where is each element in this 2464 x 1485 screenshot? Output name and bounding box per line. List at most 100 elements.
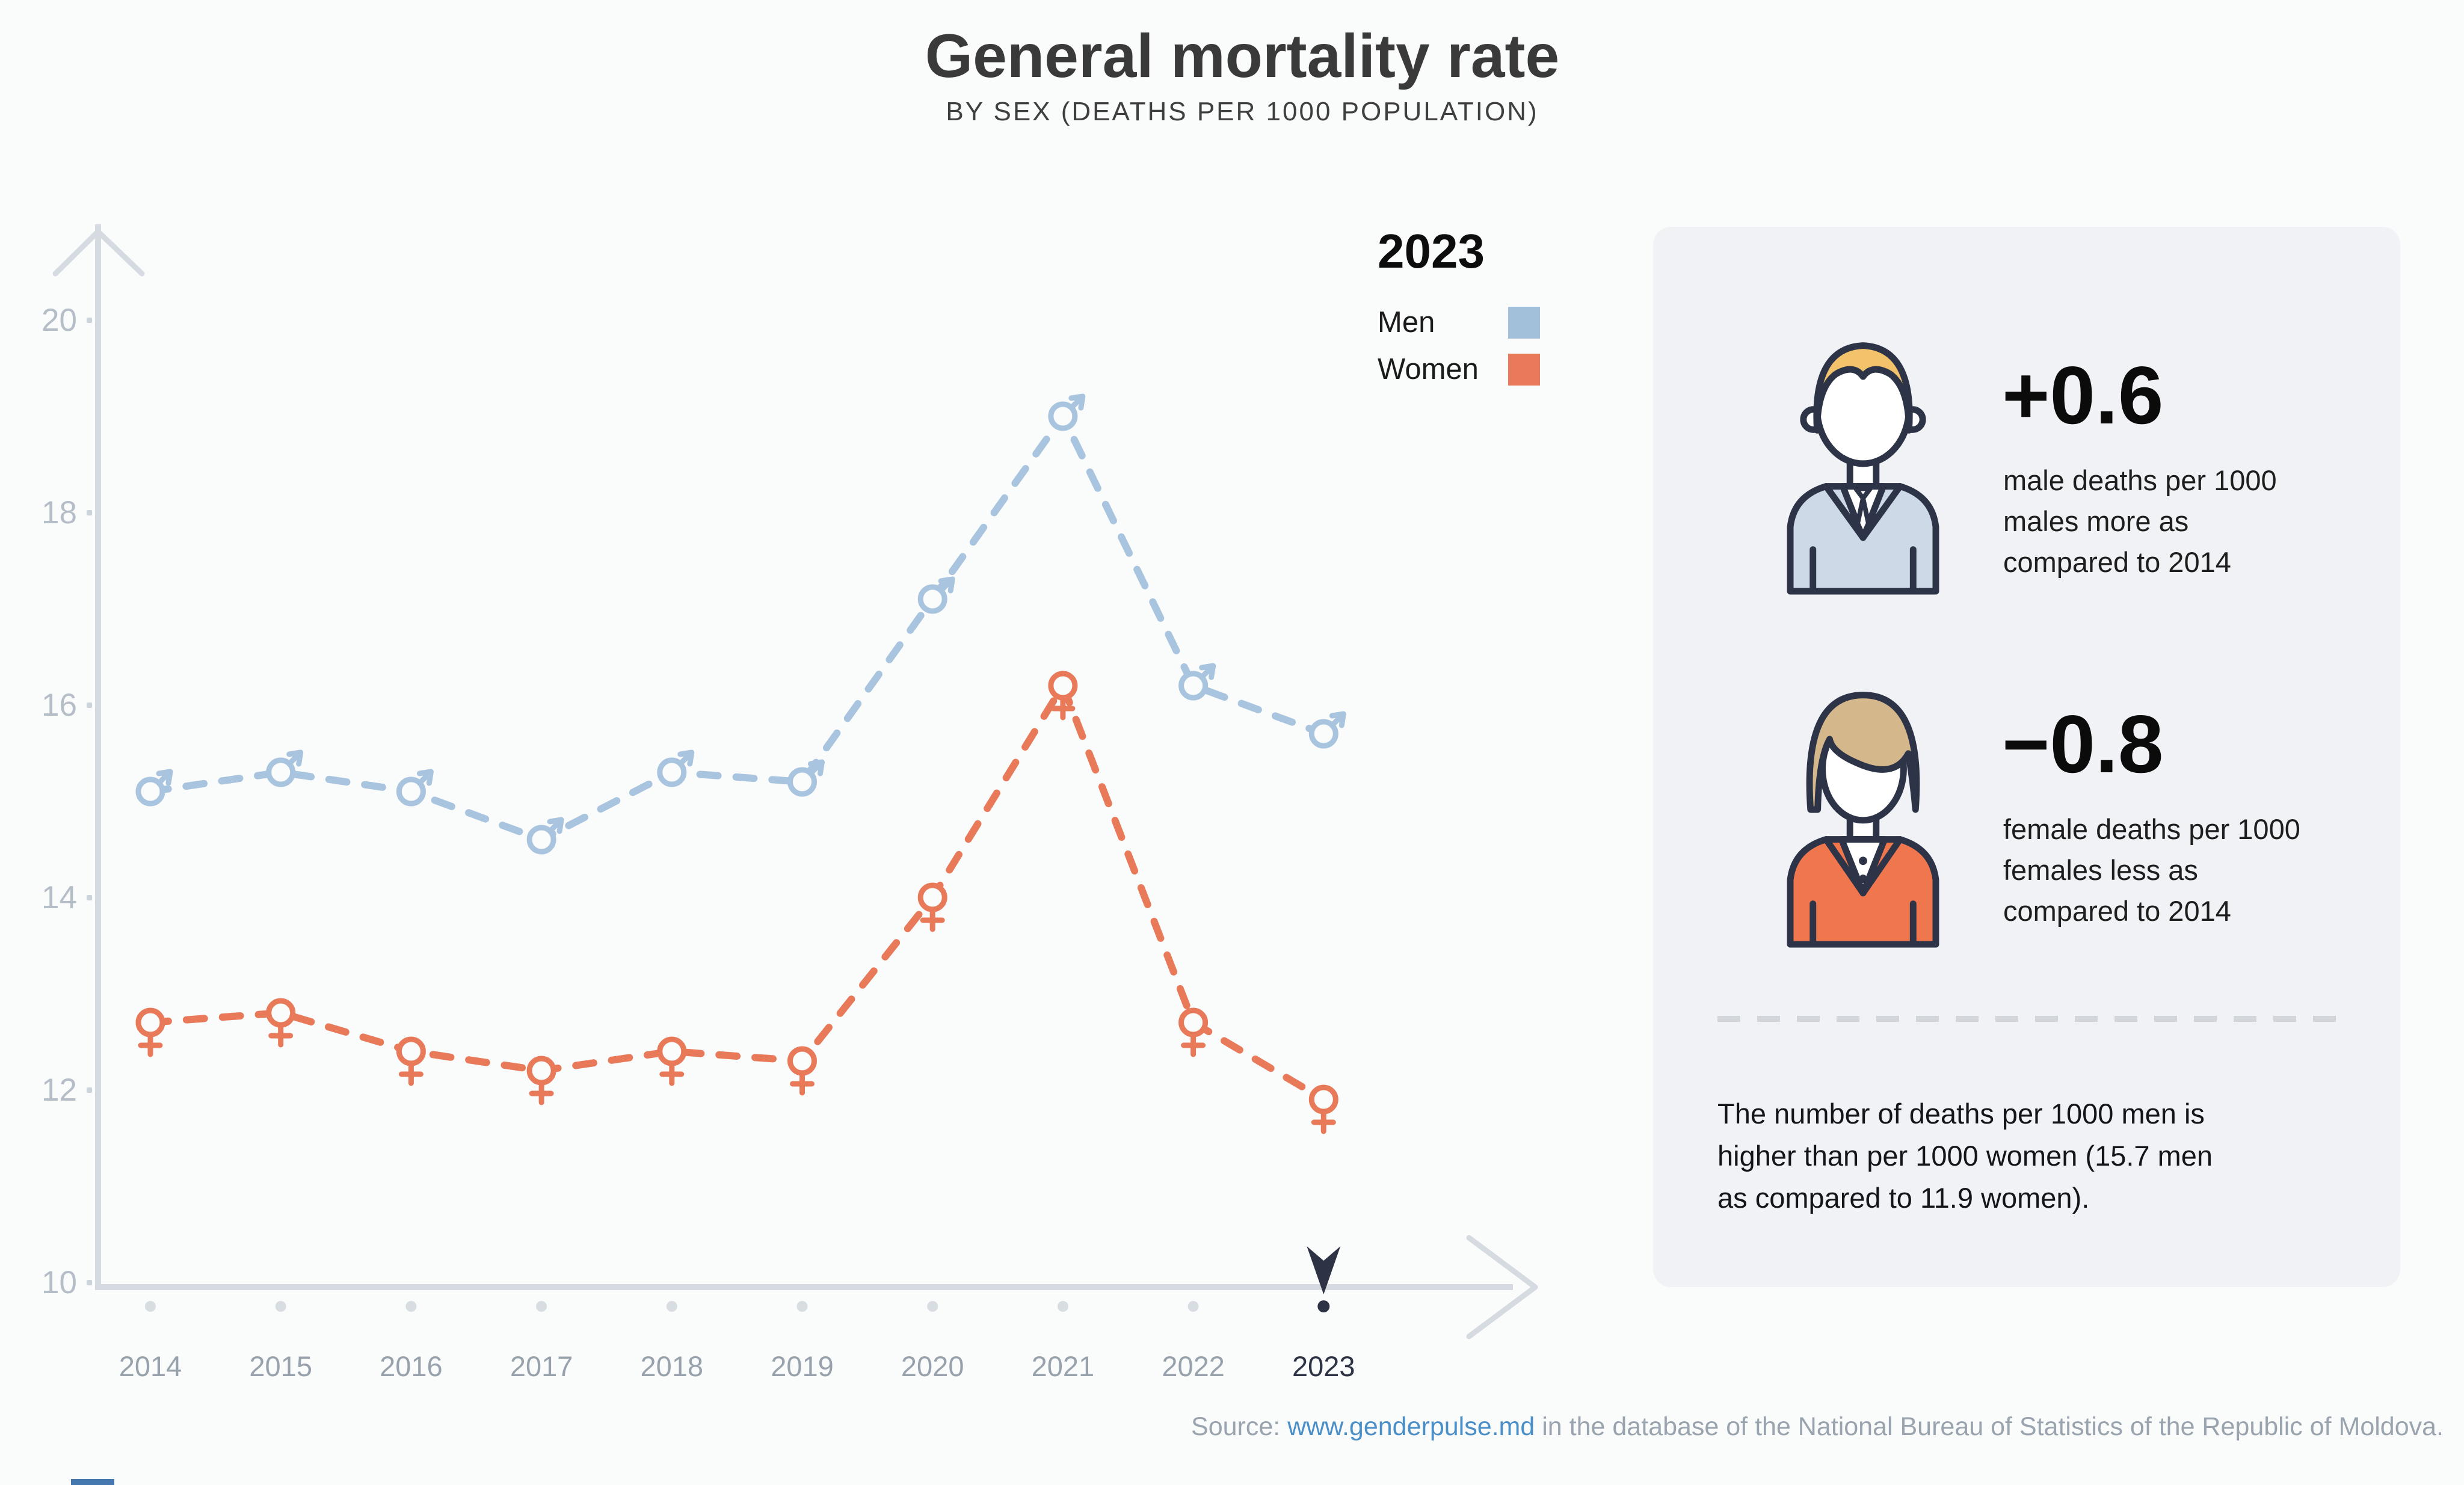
men-marker-2018: [657, 757, 687, 787]
men-marker-2017: [526, 825, 556, 855]
female-symbol-cross-icon: [659, 1060, 685, 1086]
year-label-2015[interactable]: 2015: [249, 1350, 312, 1382]
women-marker-2018: [657, 1036, 687, 1066]
women-marker-2021: [1048, 671, 1078, 701]
female-symbol-cross-icon: [268, 1022, 294, 1048]
male-symbol-arrow-icon: [1199, 663, 1216, 680]
male-symbol-arrow-icon: [156, 769, 173, 786]
men-marker-2021: [1048, 401, 1078, 431]
legend: 2023 Men Women: [1378, 224, 1540, 399]
men-marker-2020: [917, 584, 947, 614]
women-marker-2014: [135, 1007, 165, 1038]
year-dot-2019[interactable]: [796, 1301, 808, 1312]
year-dot-2020[interactable]: [927, 1301, 938, 1312]
year-dot-2023[interactable]: [1317, 1300, 1330, 1312]
male-symbol-arrow-icon: [286, 749, 304, 767]
panel-divider: [1717, 1016, 2338, 1022]
page-subtitle: BY SEX (DEATHS PER 1000 POPULATION): [946, 97, 1539, 127]
year-dot-2021[interactable]: [1057, 1301, 1068, 1312]
men-marker-2019: [787, 767, 817, 797]
y-axis-arrow-icon: [52, 229, 145, 277]
year-label-2016[interactable]: 2016: [380, 1350, 443, 1382]
male-symbol-arrow-icon: [938, 576, 955, 594]
source-line: Source: www.genderpulse.md in the databa…: [1191, 1412, 2444, 1442]
year-label-2023[interactable]: 2023: [1292, 1350, 1355, 1382]
y-tick-mark: [87, 510, 92, 515]
source-link[interactable]: www.genderpulse.md: [1287, 1412, 1535, 1441]
year-label-2019[interactable]: 2019: [771, 1350, 834, 1382]
y-tick-mark: [87, 1280, 92, 1285]
female-symbol-cross-icon: [398, 1060, 424, 1086]
male-stat-desc: male deaths per 1000 males more as compa…: [2003, 464, 2277, 578]
y-tick-mark: [87, 1087, 92, 1093]
y-tick-label: 16: [42, 687, 77, 723]
year-dot-2015[interactable]: [275, 1301, 286, 1312]
female-symbol-cross-icon: [138, 1032, 163, 1057]
year-dot-2016[interactable]: [405, 1301, 417, 1312]
women-marker-2015: [266, 998, 296, 1028]
year-selector-cursor-icon[interactable]: [1307, 1246, 1341, 1294]
female-symbol-cross-icon: [920, 906, 945, 932]
male-stat-value: +0.6: [2002, 349, 2164, 441]
year-label-2014[interactable]: 2014: [119, 1350, 182, 1382]
y-tick-label: 14: [42, 880, 77, 915]
year-label-2022[interactable]: 2022: [1162, 1350, 1225, 1382]
women-marker-2020: [917, 882, 947, 912]
women-marker-2016: [396, 1036, 426, 1066]
y-tick-label: 18: [42, 495, 77, 530]
men-series-line: [147, 409, 1328, 844]
men-color-swatch: [1508, 306, 1540, 339]
female-symbol-cross-icon: [790, 1070, 815, 1096]
legend-row-men: Men: [1378, 306, 1540, 339]
men-marker-2023: [1308, 719, 1338, 749]
year-label-2020[interactable]: 2020: [901, 1350, 964, 1382]
year-dot-2018[interactable]: [666, 1301, 677, 1312]
woman-avatar-icon: [1787, 692, 1939, 948]
legend-women-label: Women: [1378, 353, 1479, 386]
stats-panel: +0.6 male deaths per 1000 males more as …: [1653, 227, 2400, 1287]
panel-summary-text: The number of deaths per 1000 men is hig…: [1717, 1098, 2213, 1214]
legend-row-women: Women: [1378, 352, 1540, 386]
male-symbol-arrow-icon: [1329, 711, 1346, 728]
year-dot-2022[interactable]: [1187, 1301, 1199, 1312]
source-prefix: Source:: [1191, 1412, 1288, 1441]
y-tick-mark: [87, 703, 92, 708]
women-marker-2019: [787, 1046, 817, 1076]
female-stat-value: −0.8: [2002, 698, 2164, 790]
year-label-2018[interactable]: 2018: [641, 1350, 704, 1382]
male-symbol-arrow-icon: [547, 817, 564, 834]
y-tick-mark: [87, 895, 92, 900]
female-symbol-cross-icon: [1050, 695, 1076, 721]
chart-header: General mortality rate BY SEX (DEATHS PE…: [361, 23, 2124, 127]
women-marker-2023: [1308, 1084, 1338, 1115]
legend-selected-year: 2023: [1378, 224, 1485, 278]
year-label-2021[interactable]: 2021: [1032, 1350, 1095, 1382]
men-marker-2014: [135, 776, 165, 807]
legend-men-label: Men: [1378, 306, 1435, 339]
y-tick-label: 20: [42, 303, 77, 338]
year-dot-2014[interactable]: [145, 1301, 156, 1312]
y-tick-label: 12: [42, 1072, 77, 1108]
female-symbol-cross-icon: [1181, 1032, 1206, 1057]
man-avatar-icon: [1787, 342, 1939, 595]
male-symbol-arrow-icon: [677, 749, 695, 767]
female-symbol-cross-icon: [1311, 1108, 1336, 1134]
women-series-line: [147, 677, 1328, 1103]
year-label-2017[interactable]: 2017: [510, 1350, 573, 1382]
partial-logo: [71, 1479, 114, 1485]
y-tick-label: 10: [42, 1265, 77, 1300]
year-dot-2017[interactable]: [536, 1301, 547, 1312]
women-color-swatch: [1508, 353, 1540, 386]
male-symbol-arrow-icon: [808, 759, 825, 776]
female-symbol-cross-icon: [529, 1080, 554, 1105]
men-marker-2022: [1178, 671, 1209, 701]
men-marker-2016: [396, 776, 426, 807]
male-symbol-arrow-icon: [1068, 393, 1086, 411]
men-marker-2015: [266, 757, 296, 787]
y-tick-mark: [87, 318, 92, 323]
female-stat-desc: female deaths per 1000 females less as c…: [2003, 813, 2300, 927]
women-marker-2022: [1178, 1007, 1209, 1038]
x-axis-arrow-icon: [1466, 1235, 1538, 1339]
women-marker-2017: [526, 1056, 556, 1086]
